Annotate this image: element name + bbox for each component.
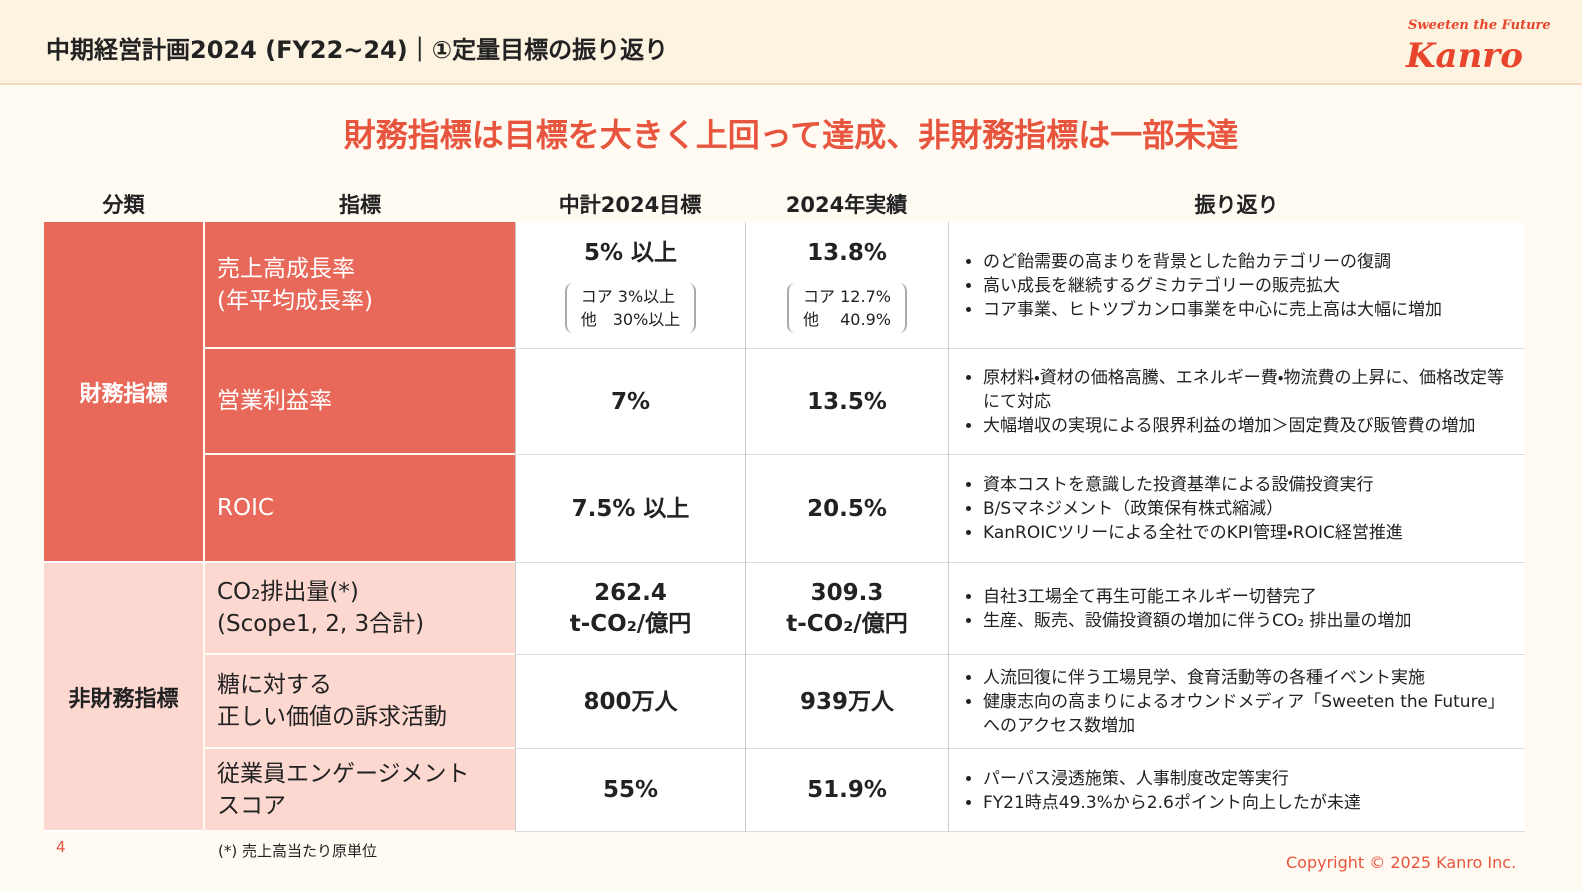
actual-value: 309.3 t-CO₂/億円 xyxy=(786,580,908,637)
row-bg xyxy=(515,655,1525,749)
row-bg xyxy=(515,349,1525,455)
actual-cell: 51.9% xyxy=(745,749,948,832)
group-label: 非財務指標 xyxy=(44,563,203,832)
logo-tagline: Sweeten the Future xyxy=(1408,18,1551,33)
target-value: 7.5% 以上 xyxy=(571,495,690,522)
note: 生産、販売、設備投資額の増加に伴うCO₂ 排出量の増加 xyxy=(983,609,1411,633)
metric-cell: ROIC xyxy=(205,455,515,561)
column-header: 指標 xyxy=(339,192,381,217)
notes-list: 資本コストを意識した投資基準による設備投資実行B/Sマネジメント（政策保有株式縮… xyxy=(949,473,1403,545)
row-bg xyxy=(515,222,1525,349)
actual-cell: 13.5% xyxy=(745,349,948,455)
note: 自社3工場全て再生可能エネルギー切替完了 xyxy=(983,585,1411,609)
target-cell: 5% 以上コア 3%以上他 30%以上 xyxy=(515,222,745,349)
notes-list: 人流回復に伴う工場見学、食育活動等の各種イベント実施健康志向の高まりによるオウン… xyxy=(949,666,1515,738)
logo: Kanro xyxy=(1406,36,1523,76)
row-bg xyxy=(515,563,1525,655)
actual-cell: 20.5% xyxy=(745,455,948,563)
page-number: 4 xyxy=(56,838,66,856)
actual-value: 13.8% xyxy=(807,240,887,266)
note: のど飴需要の高まりを背景とした飴カテゴリーの復調 xyxy=(983,250,1442,274)
detail-line: 他 40.9% xyxy=(803,310,891,329)
notes-cell: のど飴需要の高まりを背景とした飴カテゴリーの復調高い成長を継続するグミカテゴリー… xyxy=(948,222,1525,349)
note: 大幅増収の実現による限界利益の増加＞固定費及び販管費の増加 xyxy=(983,414,1515,438)
notes-list: のど飴需要の高まりを背景とした飴カテゴリーの復調高い成長を継続するグミカテゴリー… xyxy=(949,250,1442,322)
note: 人流回復に伴う工場見学、食育活動等の各種イベント実施 xyxy=(983,666,1515,690)
footnote: (*) 売上高当たり原単位 xyxy=(218,842,377,860)
notes-cell: パーパス浸透施策、人事制度改定等実行FY21時点49.3%から2.6ポイント向上… xyxy=(948,749,1525,832)
detail-line: コア 12.7% xyxy=(803,287,891,306)
note: FY21時点49.3%から2.6ポイント向上したが未達 xyxy=(983,791,1361,815)
headline: 財務指標は目標を大きく上回って達成、非財務指標は一部未達 xyxy=(343,116,1239,154)
target-value: 7% xyxy=(610,388,651,415)
notes-cell: 自社3工場全て再生可能エネルギー切替完了生産、販売、設備投資額の増加に伴うCO₂… xyxy=(948,563,1525,655)
column-header: 中計2024目標 xyxy=(558,192,702,217)
note: 高い成長を継続するグミカテゴリーの販売拡大 xyxy=(983,274,1442,298)
note: KanROICツリーによる全社でのKPI管理・ROIC経営推進 xyxy=(983,521,1403,545)
metric-cell: 従業員エンゲージメント スコア xyxy=(205,749,515,830)
notes-list: 原材料・資材の価格高騰、エネルギー費・物流費の上昇に、価格改定等にて対応大幅増収… xyxy=(949,366,1515,438)
target-value: 5% 以上 xyxy=(583,240,678,266)
note: 原材料・資材の価格高騰、エネルギー費・物流費の上昇に、価格改定等にて対応 xyxy=(983,366,1515,414)
target-cell: 262.4 t-CO₂/億円 xyxy=(515,563,745,655)
note: 健康志向の高まりによるオウンドメディア「Sweeten the Future」へ… xyxy=(983,690,1515,738)
note: 資本コストを意識した投資基準による設備投資実行 xyxy=(983,473,1403,497)
metric-cell: 糖に対する 正しい価値の訴求活動 xyxy=(205,655,515,747)
actual-cell: 13.8% コア 12.7% 他 40.9% xyxy=(745,222,948,349)
actual-value: 20.5% xyxy=(807,495,887,522)
notes-list: 自社3工場全て再生可能エネルギー切替完了生産、販売、設備投資額の増加に伴うCO₂… xyxy=(949,585,1411,633)
copyright: Copyright © 2025 Kanro Inc. xyxy=(1286,853,1517,872)
detail-line: 他 30%以上 xyxy=(580,310,681,329)
column-header: 振り返り xyxy=(1194,192,1279,217)
column-header: 分類 xyxy=(102,192,145,217)
target-cell: 7.5% 以上 xyxy=(515,455,745,563)
target-value: 262.4 t-CO₂/億円 xyxy=(569,580,692,637)
note: コア事業、ヒトツブカンロ事業を中心に売上高は大幅に増加 xyxy=(983,298,1442,322)
actual-value: 13.5% xyxy=(807,388,887,415)
actual-detail: コア 12.7% 他 40.9% xyxy=(787,283,907,333)
row-bg xyxy=(515,455,1525,563)
header-title: 中期経営計画2024 (FY22~24)｜①定量目標の振り返り xyxy=(46,36,669,64)
notes-cell: 原材料・資材の価格高騰、エネルギー費・物流費の上昇に、価格改定等にて対応大幅増収… xyxy=(948,349,1525,455)
actual-value: 51.9% xyxy=(807,777,887,803)
notes-cell: 資本コストを意識した投資基準による設備投資実行B/Sマネジメント（政策保有株式縮… xyxy=(948,455,1525,563)
column-header: 2024年実績 xyxy=(785,192,908,217)
row-bg xyxy=(515,749,1525,832)
metric-cell: 営業利益率 xyxy=(205,349,515,453)
notes-cell: 人流回復に伴う工場見学、食育活動等の各種イベント実施健康志向の高まりによるオウン… xyxy=(948,655,1525,749)
note: パーパス浸透施策、人事制度改定等実行 xyxy=(983,767,1361,791)
target-cell: 800万人 xyxy=(515,655,745,749)
group-label: 財務指標 xyxy=(44,222,203,563)
actual-value: 939万人 xyxy=(799,688,894,715)
header-bar xyxy=(0,0,1582,85)
actual-cell: 939万人 xyxy=(745,655,948,749)
target-cell: 55% xyxy=(515,749,745,832)
note: B/Sマネジメント（政策保有株式縮減） xyxy=(983,497,1403,521)
notes-list: パーパス浸透施策、人事制度改定等実行FY21時点49.3%から2.6ポイント向上… xyxy=(949,767,1361,815)
metric-cell: CO₂排出量(*) (Scope1, 2, 3合計) xyxy=(205,563,515,653)
target-detail: コア 3%以上他 30%以上 xyxy=(564,283,697,333)
target-value: 55% xyxy=(602,777,659,803)
actual-cell: 309.3 t-CO₂/億円 xyxy=(745,563,948,655)
target-cell: 7% xyxy=(515,349,745,455)
target-value: 800万人 xyxy=(583,688,678,715)
metric-cell: 売上高成長率 (年平均成長率) xyxy=(205,222,515,347)
detail-line: コア 3%以上 xyxy=(580,287,676,306)
